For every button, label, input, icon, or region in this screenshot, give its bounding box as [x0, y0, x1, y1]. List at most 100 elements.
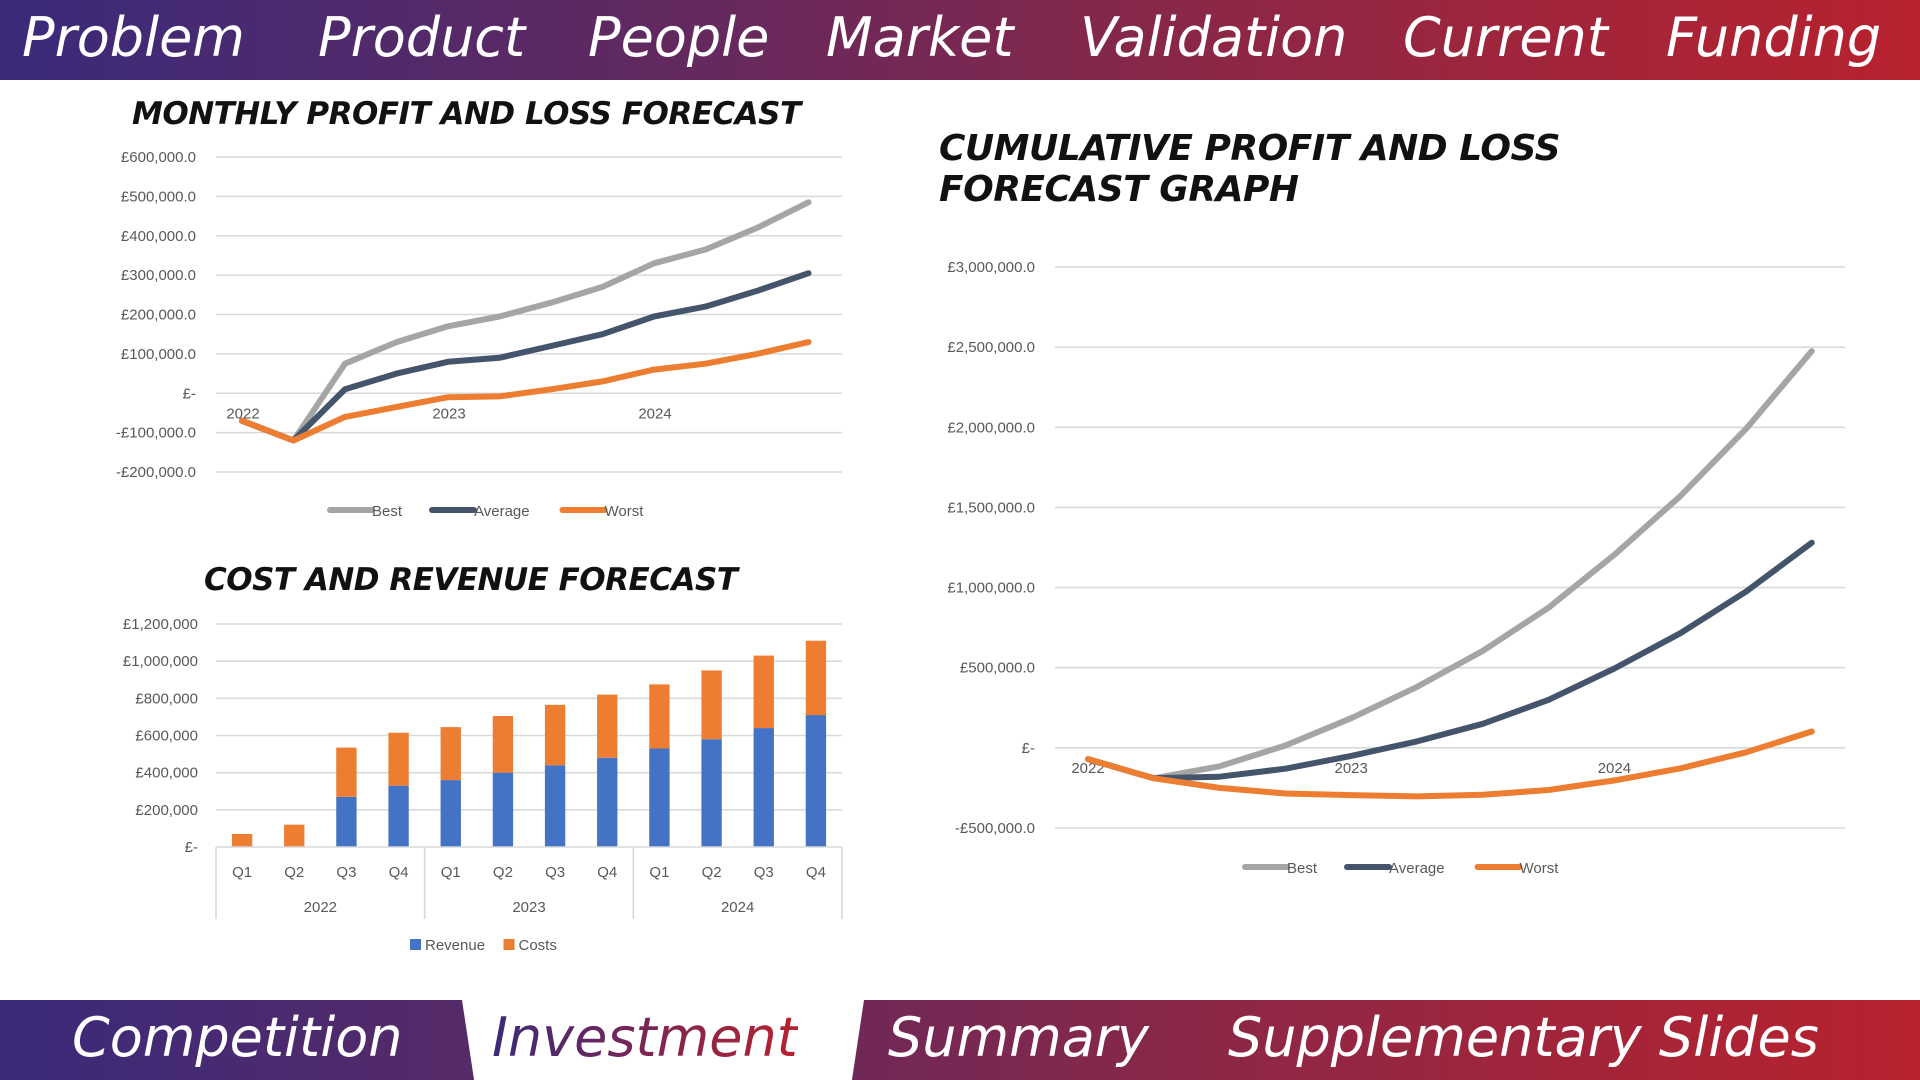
cost_revenue-category-label: Q4: [806, 864, 826, 881]
nav-product[interactable]: Product: [318, 6, 526, 69]
cost_revenue-bar-costs: [805, 640, 827, 716]
monthly-y-tick-label: £300,000.0: [121, 267, 196, 284]
monthly-x-tick-label: 2022: [226, 405, 259, 422]
monthly-series-line-worst: [239, 339, 812, 444]
nav-current[interactable]: Current: [1403, 6, 1608, 69]
monthly-x-tick-label: 2023: [432, 405, 465, 422]
cost_revenue-category-label: Q2: [284, 864, 304, 881]
monthly-legend-label-average: Average: [474, 503, 530, 520]
cumulative-y-tick-label: £500,000.0: [960, 660, 1035, 677]
nav-investment[interactable]: Investment: [492, 1000, 798, 1080]
monthly-y-tick-label: -£200,000.0: [116, 464, 196, 481]
cost_revenue-bar-revenue: [388, 785, 409, 847]
nav-competition[interactable]: Competition: [72, 1006, 403, 1069]
cumulative-y-tick-label: -£500,000.0: [955, 820, 1035, 837]
cumulative-title-line-2: FORECAST GRAPH: [939, 169, 1299, 210]
nav-market[interactable]: Market: [826, 6, 1014, 69]
nav-validation[interactable]: Validation: [1080, 6, 1348, 69]
monthly-y-tick-label: £400,000.0: [121, 228, 196, 245]
cumulative-y-tick-label: £3,000,000.0: [947, 259, 1035, 276]
nav-people[interactable]: People: [588, 6, 770, 69]
cost_revenue-category-label: Q4: [597, 864, 617, 881]
cost_revenue-legend-label-costs: Costs: [519, 937, 557, 954]
nav-active-highlight: [462, 1000, 864, 1080]
cost_revenue-bar-revenue: [440, 780, 461, 847]
cost_revenue-bar-costs: [440, 727, 461, 781]
cost_revenue-y-tick-label: £1,200,000: [123, 616, 198, 633]
cost_revenue-bar-revenue: [336, 796, 357, 847]
cost_revenue-bar-revenue: [544, 765, 566, 847]
cost_revenue-category-label: Q1: [441, 864, 461, 881]
cumulative-x-tick-label: 2024: [1598, 760, 1631, 777]
cost_revenue-bar-costs: [284, 824, 305, 847]
monthly-y-tick-label: £100,000.0: [121, 346, 196, 363]
cumulative-chart-title: CUMULATIVE PROFIT AND LOSS FORECAST GRAP…: [939, 128, 1561, 210]
cumulative-x-tick-label: 2023: [1335, 760, 1368, 777]
cost_revenue-bar-costs: [231, 833, 253, 847]
monthly-y-tick-label: £600,000.0: [121, 149, 196, 166]
monthly-series-line-best: [239, 199, 812, 444]
cost_revenue-category-label: Q3: [545, 864, 565, 881]
cost_revenue-category-label: Q1: [232, 864, 252, 881]
cost_revenue-bar-revenue: [597, 757, 618, 847]
cumulative-series-line-worst: [1085, 728, 1815, 800]
cumulative-series-line-best: [1085, 348, 1815, 782]
monthly-y-tick-label: £500,000.0: [121, 188, 196, 205]
cost_revenue-bar-revenue: [753, 728, 774, 847]
cumulative-y-tick-label: £1,000,000.0: [947, 580, 1035, 597]
nav-supplementary-slides[interactable]: Supplementary Slides: [1228, 1006, 1819, 1069]
cost_revenue-group-label: 2023: [512, 899, 545, 916]
cost_revenue-y-tick-label: £1,000,000: [123, 653, 198, 670]
cost_revenue-category-label: Q1: [649, 864, 669, 881]
cost_revenue-bar-costs: [701, 670, 722, 740]
cost_revenue-bar-costs: [388, 732, 409, 786]
cumulative-title-line-1: CUMULATIVE PROFIT AND LOSS: [939, 128, 1561, 169]
cost-revenue-chart-title: COST AND REVENUE FORECAST: [204, 562, 738, 598]
monthly-y-tick-label: £-: [183, 385, 196, 402]
cost_revenue-legend-swatch-costs: [503, 939, 515, 950]
cumulative-series-line-average: [1085, 539, 1815, 782]
monthly-legend-label-worst: Worst: [605, 503, 645, 520]
cost_revenue-group-label: 2022: [304, 899, 337, 916]
cost_revenue-y-tick-label: £400,000: [135, 765, 198, 782]
cost_revenue-bar-costs: [544, 704, 566, 766]
cost_revenue-category-label: Q3: [336, 864, 356, 881]
cost_revenue-bar-revenue: [805, 715, 827, 847]
cost_revenue-category-label: Q2: [493, 864, 513, 881]
cost_revenue-y-tick-label: £800,000: [135, 690, 198, 707]
cost_revenue-bar-costs: [753, 655, 774, 729]
cost_revenue-group-label: 2024: [721, 899, 754, 916]
cost_revenue-bar-costs: [336, 747, 357, 797]
cumulative-legend-label-average: Average: [1389, 860, 1445, 877]
cost_revenue-category-label: Q3: [754, 864, 774, 881]
monthly-x-tick-label: 2024: [638, 405, 671, 422]
nav-problem[interactable]: Problem: [22, 6, 245, 69]
bottom-navigation-bar: Competition Investment Summary Supplemen…: [0, 1000, 1920, 1080]
cost_revenue-legend-swatch-revenue: [410, 939, 421, 950]
monthly-y-tick-label: £200,000.0: [121, 307, 196, 324]
cumulative-legend-label-best: Best: [1287, 860, 1318, 877]
cumulative-y-tick-label: £-: [1022, 740, 1035, 757]
monthly-series-line-average: [239, 270, 812, 444]
cost_revenue-category-label: Q2: [702, 864, 722, 881]
cumulative-y-tick-label: £2,000,000.0: [947, 419, 1035, 436]
cumulative-legend-label-worst: Worst: [1520, 860, 1560, 877]
monthly-legend-label-best: Best: [372, 503, 403, 520]
cumulative-y-tick-label: £1,500,000.0: [947, 499, 1035, 516]
cost_revenue-bar-revenue: [492, 772, 514, 847]
cost_revenue-bar-revenue: [649, 748, 670, 847]
nav-funding[interactable]: Funding: [1666, 6, 1882, 69]
cost_revenue-bar-costs: [492, 715, 514, 773]
monthly-chart-title: MONTHLY PROFIT AND LOSS FORECAST: [132, 96, 801, 132]
cost_revenue-legend-label-revenue: Revenue: [425, 937, 485, 954]
cost_revenue-bar-costs: [649, 684, 670, 749]
top-navigation-bar: Problem Product People Market Validation…: [0, 0, 1920, 80]
cost_revenue-y-tick-label: £200,000: [135, 802, 198, 819]
cost_revenue-y-tick-label: £600,000: [135, 728, 198, 745]
nav-summary[interactable]: Summary: [888, 1006, 1149, 1069]
cumulative-y-tick-label: £2,500,000.0: [947, 339, 1035, 356]
cost_revenue-bar-revenue: [701, 739, 722, 847]
cost_revenue-bar-costs: [597, 694, 618, 758]
monthly-y-tick-label: -£100,000.0: [116, 425, 196, 442]
